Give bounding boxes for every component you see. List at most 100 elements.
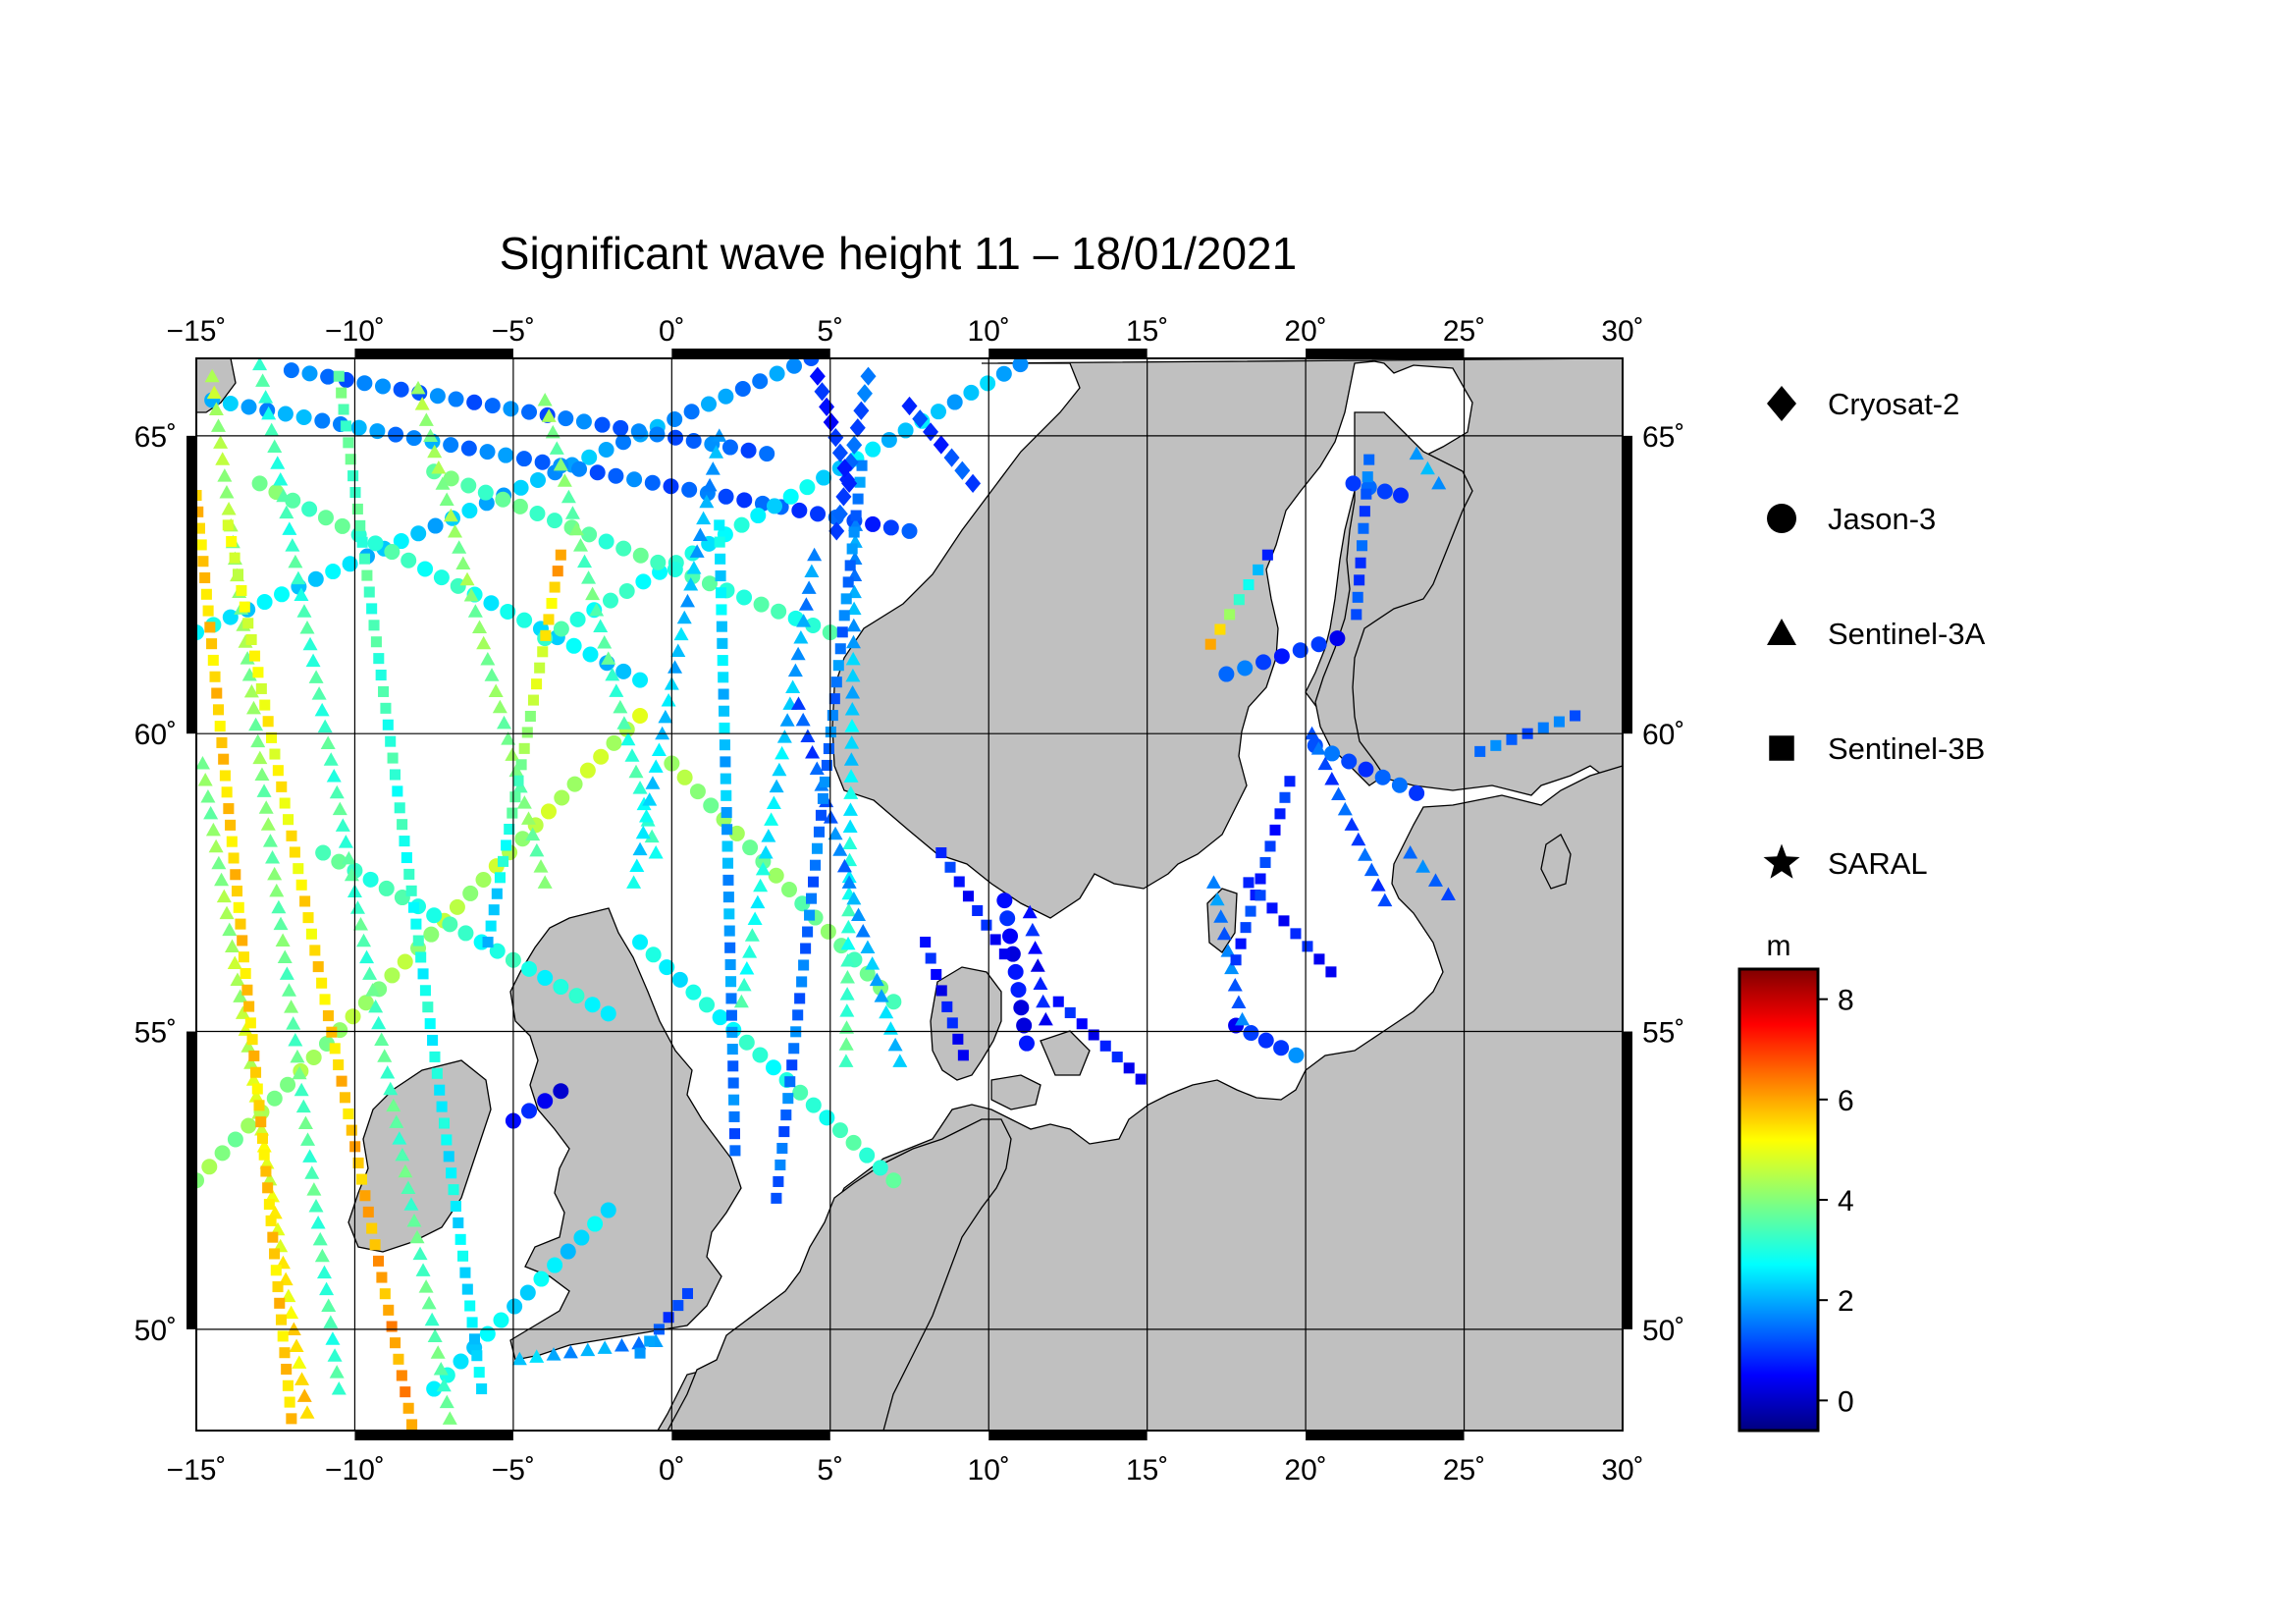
square-observation-point	[260, 1165, 272, 1177]
square-observation-point	[354, 519, 366, 531]
circle-observation-point	[792, 1084, 809, 1101]
triangle-observation-point	[406, 1214, 422, 1227]
triangle-observation-point	[335, 818, 350, 832]
triangle-observation-point	[787, 663, 803, 677]
square-observation-point	[1255, 873, 1266, 885]
square-observation-point	[935, 847, 947, 859]
square-observation-point	[214, 721, 226, 732]
triangle-observation-point	[851, 907, 867, 921]
circle-observation-point	[519, 1284, 536, 1301]
square-observation-point	[1284, 776, 1296, 787]
square-observation-point	[724, 942, 736, 953]
triangle-observation-point	[245, 700, 261, 715]
square-observation-point	[230, 869, 241, 881]
colorbar-tick-label: 2	[1838, 1285, 1854, 1318]
square-observation-point	[721, 857, 734, 869]
square-observation-point	[237, 935, 248, 947]
square-observation-point	[1064, 1006, 1076, 1018]
triangle-observation-point	[327, 1348, 343, 1362]
square-observation-point	[258, 1149, 270, 1161]
triangle-observation-point	[753, 878, 769, 893]
square-observation-point	[336, 387, 347, 399]
square-observation-point	[464, 1300, 476, 1312]
circle-observation-point	[461, 503, 478, 519]
square-observation-point	[434, 1084, 446, 1096]
circle-observation-point	[410, 525, 427, 542]
triangle-observation-point	[712, 428, 727, 442]
circle-observation-point	[771, 603, 787, 620]
triangle-observation-point	[785, 679, 801, 694]
square-observation-point	[345, 454, 356, 465]
triangle-observation-point	[839, 970, 855, 984]
square-observation-point	[448, 1184, 459, 1196]
circle-observation-point	[1310, 636, 1327, 653]
square-observation-point	[802, 926, 814, 938]
circle-observation-point	[1016, 1017, 1033, 1034]
square-observation-point	[717, 637, 728, 649]
triangle-observation-point	[227, 955, 242, 969]
circle-observation-point	[397, 953, 413, 970]
triangle-observation-point	[605, 667, 620, 681]
triangle-observation-point	[325, 1331, 341, 1345]
square-observation-point	[281, 1363, 293, 1376]
triangle-observation-point	[1403, 845, 1418, 859]
triangle-observation-point	[277, 949, 293, 963]
square-observation-point	[277, 1330, 289, 1342]
triangle-observation-point	[755, 861, 771, 876]
square-observation-point	[216, 736, 228, 748]
triangle-observation-point	[288, 1032, 303, 1047]
square-observation-point	[242, 618, 254, 629]
square-observation-point	[719, 722, 730, 733]
triangle-observation-point	[809, 761, 825, 776]
triangle-observation-point	[545, 424, 561, 439]
triangle-observation-point	[476, 635, 492, 650]
circle-observation-point	[331, 853, 347, 870]
square-observation-point	[239, 601, 250, 613]
square-observation-point	[209, 671, 221, 682]
square-observation-point	[1537, 722, 1549, 733]
circle-observation-point	[649, 426, 666, 443]
triangle-observation-point	[472, 620, 488, 633]
square-observation-point	[726, 1044, 738, 1055]
triangle-observation-point	[1310, 741, 1326, 755]
circle-observation-point	[689, 784, 706, 800]
triangle-observation-point	[673, 626, 689, 641]
triangle-observation-point	[356, 933, 372, 947]
lon-label-top: 5˚	[817, 315, 843, 348]
square-observation-point	[821, 759, 832, 771]
lat-label-right: 50˚	[1642, 1315, 1684, 1347]
square-observation-point	[454, 1233, 466, 1245]
triangle-observation-point	[580, 1342, 596, 1357]
triangle-observation-point	[311, 686, 327, 700]
circle-observation-point	[626, 471, 643, 488]
lon-label-top: 20˚	[1284, 315, 1326, 348]
triangle-observation-point	[609, 683, 624, 697]
triangle-observation-point	[842, 802, 858, 816]
square-observation-point	[834, 643, 846, 655]
circle-observation-point	[663, 478, 679, 495]
frame-bar-bottom	[671, 1431, 830, 1440]
circle-observation-point	[388, 426, 404, 443]
circle-observation-point	[475, 872, 492, 889]
circle-observation-point	[885, 994, 902, 1010]
square-observation-point	[204, 622, 216, 633]
triangle-observation-point	[427, 1328, 443, 1342]
circle-observation-point	[283, 362, 299, 379]
circle-observation-point	[571, 460, 588, 477]
triangle-observation-point	[312, 1231, 328, 1246]
triangle-observation-point	[1038, 1011, 1053, 1026]
circle-observation-point	[1392, 487, 1409, 504]
diamond-observation-point	[814, 382, 830, 402]
circle-observation-point	[521, 404, 538, 420]
triangle-observation-point	[238, 1022, 253, 1036]
triangle-observation-point	[435, 476, 451, 490]
triangle-observation-point	[1324, 772, 1340, 785]
triangle-observation-point	[412, 1246, 428, 1261]
diamond-observation-point	[828, 428, 844, 448]
circle-observation-point	[598, 442, 614, 459]
square-observation-point	[725, 993, 737, 1004]
square-observation-point	[417, 968, 429, 980]
square-observation-point	[309, 945, 321, 956]
square-observation-point	[1135, 1073, 1147, 1085]
triangle-observation-point	[292, 1355, 307, 1369]
